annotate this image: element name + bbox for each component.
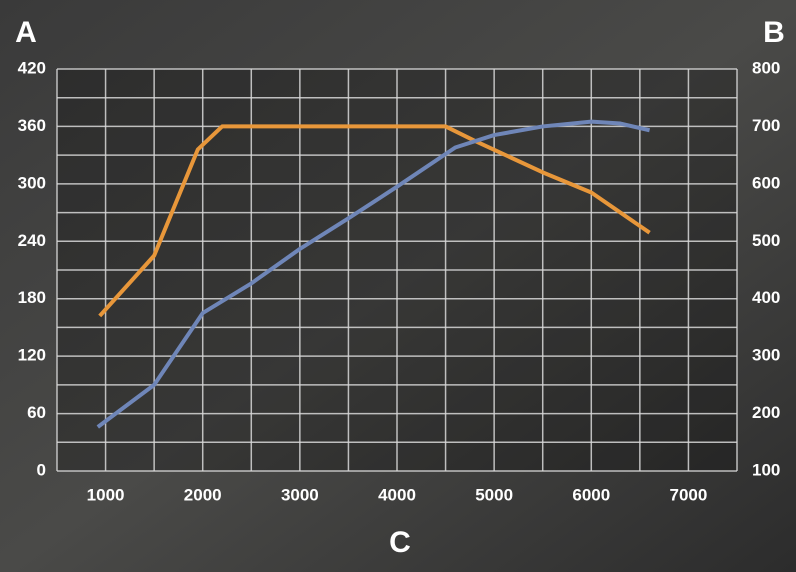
x-tick-label: 4000 (378, 485, 416, 504)
x-tick-label: 1000 (87, 485, 125, 504)
y2-tick-label: 500 (752, 231, 780, 250)
y2-tick-label: 600 (752, 173, 780, 192)
y-tick-label: 60 (27, 403, 46, 422)
y-tick-label: 360 (18, 116, 46, 135)
x-tick-label: 2000 (184, 485, 222, 504)
x-tick-label: 7000 (670, 485, 708, 504)
y2-tick-label: 800 (752, 58, 780, 77)
y-tick-label: 120 (18, 346, 46, 365)
y-tick-label: 420 (18, 58, 46, 77)
x-tick-label: 3000 (281, 485, 319, 504)
y-tick-label: 0 (37, 460, 46, 479)
y2-tick-label: 400 (752, 288, 780, 307)
y-tick-label: 300 (18, 173, 46, 192)
y2-axis-label: B (763, 16, 785, 49)
y-tick-label: 180 (18, 288, 46, 307)
series-line (96, 119, 651, 429)
y2-tick-label: 300 (752, 346, 780, 365)
y-tick-label: 240 (18, 231, 46, 250)
x-tick-label: 6000 (572, 485, 610, 504)
series-line (98, 124, 651, 318)
y2-tick-label: 200 (752, 403, 780, 422)
y2-tick-label: 700 (752, 116, 780, 135)
x-tick-label: 5000 (475, 485, 513, 504)
x-axis-label: C (389, 526, 411, 559)
y2-tick-label: 100 (752, 460, 780, 479)
y-axis-label: A (15, 16, 37, 49)
